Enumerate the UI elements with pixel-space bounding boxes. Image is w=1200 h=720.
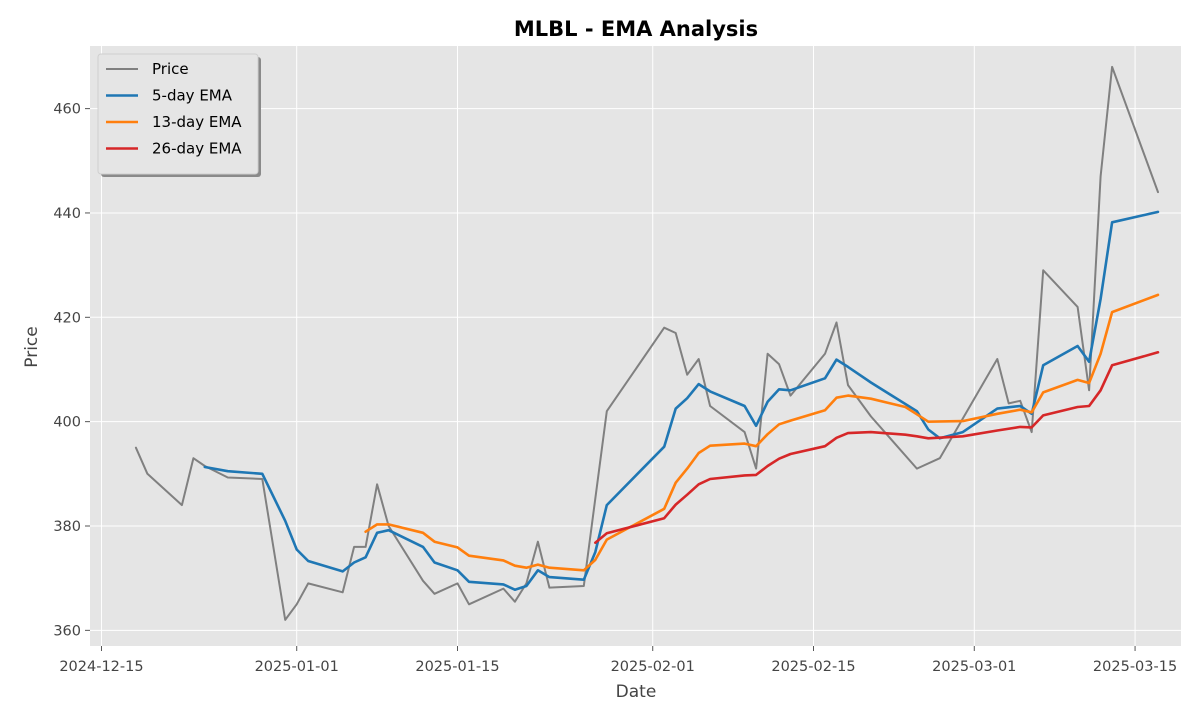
x-axis-label: Date: [616, 682, 657, 702]
legend-label: 13-day EMA: [152, 113, 242, 131]
y-tick-label: 380: [53, 519, 81, 535]
legend-label: 5-day EMA: [152, 87, 233, 105]
legend-label: 26-day EMA: [152, 140, 242, 158]
x-tick-label: 2025-03-01: [932, 659, 1016, 675]
legend: Price 5-day EMA 13-day EMA 26-day EMA: [97, 53, 261, 177]
plot-area: [90, 46, 1181, 646]
y-axis-label: Price: [22, 326, 42, 367]
series-line-5-day-ema: [203, 210, 1160, 592]
series-line-price: [134, 65, 1159, 621]
y-tick-label: 460: [53, 102, 81, 118]
x-tick-label: 2025-01-01: [255, 659, 339, 675]
series-line-26-day-ema: [593, 350, 1160, 545]
axes: 2024-12-15 2025-01-01 2025-01-15 2025-02-01…: [53, 102, 1177, 675]
legend-label: Price: [152, 60, 189, 78]
legend-box: [97, 53, 259, 175]
x-tick-label: 2025-03-15: [1093, 659, 1177, 675]
series-line-13-day-ema: [364, 293, 1160, 572]
chart-title: MLBL - EMA Analysis: [514, 17, 758, 41]
series-lines: [134, 65, 1160, 621]
x-tick-label: 2024-12-15: [59, 659, 143, 675]
x-tick-label: 2025-02-15: [771, 659, 855, 675]
x-tick-label: 2025-02-01: [611, 659, 695, 675]
y-tick-label: 360: [53, 623, 81, 639]
y-tick-label: 440: [53, 206, 81, 222]
grid: [90, 46, 1181, 646]
y-tick-label: 400: [53, 415, 81, 431]
x-tick-label: 2025-01-15: [415, 659, 499, 675]
y-tick-label: 420: [53, 310, 81, 326]
